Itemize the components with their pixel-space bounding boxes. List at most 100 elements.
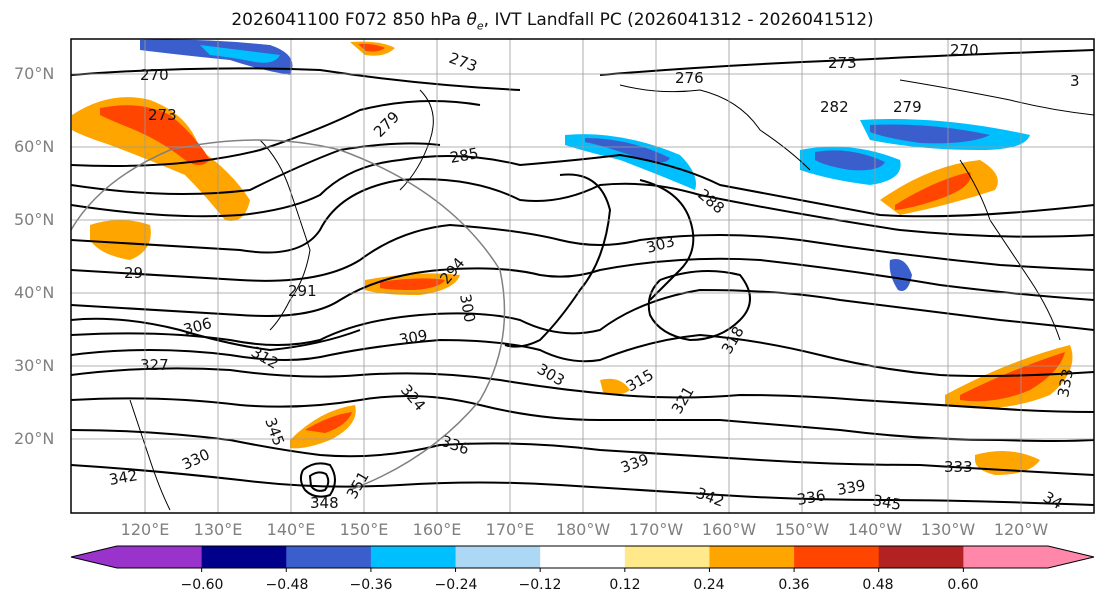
contour-line <box>647 270 751 342</box>
colorbar-segment <box>201 546 287 568</box>
shade-positive <box>100 105 210 165</box>
contour-label: 342 <box>108 466 139 489</box>
ivt-shading <box>72 39 1073 475</box>
colorbar-segment <box>286 546 372 568</box>
contour-label: 29 <box>124 264 143 282</box>
contour-label: 270 <box>950 41 979 59</box>
contour-label: 285 <box>449 144 480 167</box>
distance-ring <box>71 139 506 491</box>
contour-line <box>71 223 1094 282</box>
contour-label: 279 <box>893 98 922 116</box>
lon-label: 140°W <box>847 520 903 539</box>
lat-label-60n: 60°N <box>14 137 55 156</box>
map-background <box>71 39 1094 513</box>
lon-label: 150°W <box>774 520 830 539</box>
colorbar-extension-min <box>71 546 117 568</box>
contour-line <box>71 67 521 91</box>
coastlines <box>129 79 1094 511</box>
colorbar-extension-max <box>1048 546 1094 568</box>
contour-line <box>71 288 1094 346</box>
contour-label: 300 <box>456 293 479 324</box>
shade-negative <box>870 124 990 144</box>
contour-label: 3 <box>1070 72 1080 90</box>
coastline <box>899 79 1094 116</box>
coastline <box>129 399 171 511</box>
contour-label: 333 <box>944 458 973 476</box>
contour-line <box>71 317 361 352</box>
contour-line <box>599 49 1094 76</box>
contour-label: 273 <box>828 54 857 72</box>
contour-line <box>71 395 1094 442</box>
coastline <box>619 84 811 171</box>
shade-negative <box>565 134 696 190</box>
lon-label: 150°E <box>339 520 389 539</box>
contour-label: 336 <box>796 486 827 509</box>
lon-label: 130°E <box>193 520 243 539</box>
colorbar-segment <box>455 546 541 568</box>
colorbar-tick-label: 0.36 <box>778 577 810 593</box>
contour-line <box>71 429 1094 476</box>
lat-label-50n: 50°N <box>14 210 55 229</box>
colorbar-segment <box>117 546 203 568</box>
shade-negative <box>889 259 912 291</box>
lon-label: 130°W <box>920 520 976 539</box>
colorbar-tick-label: 0.48 <box>862 577 894 593</box>
shade-positive <box>358 43 385 52</box>
contour-label: 309 <box>398 326 429 349</box>
coastline <box>959 159 1061 341</box>
contour-label: 273 <box>148 106 177 124</box>
lon-label: 140°E <box>266 520 316 539</box>
colorbar-segments <box>71 546 1094 568</box>
contour-line <box>71 153 1094 218</box>
lat-label-20n: 20°N <box>14 429 55 448</box>
contour-line <box>71 464 1094 506</box>
contour-line <box>71 367 1094 413</box>
contour-line <box>71 100 481 167</box>
contour-label: 282 <box>820 98 849 116</box>
contour-line <box>71 178 1094 254</box>
shade-positive <box>90 220 151 260</box>
contour-label: 333 <box>1054 367 1077 398</box>
colorbar-segment <box>794 546 880 568</box>
shade-positive <box>895 172 971 210</box>
colorbar-tick-label: −0.12 <box>518 577 562 593</box>
colorbar-tick-label: 0.12 <box>609 577 641 593</box>
contour-line <box>308 471 330 492</box>
shade-negative <box>200 45 280 63</box>
contour-label: 345 <box>871 491 902 514</box>
colorbar-segment <box>370 546 457 568</box>
coastline <box>399 89 434 191</box>
figure-title: 2026041100 F072 850 hPa θe, IVT Landfall… <box>231 10 874 33</box>
colorbar-segment <box>709 546 795 568</box>
colorbar-segment <box>540 546 626 568</box>
lon-label: 160°W <box>701 520 757 539</box>
shade-positive <box>600 378 630 395</box>
contour-label: 348 <box>310 494 339 512</box>
lat-label-70n: 70°N <box>14 64 55 83</box>
contour-line <box>71 257 1094 317</box>
colorbar-tick-label: −0.48 <box>265 577 309 593</box>
colorbar-tick-label: −0.36 <box>349 577 393 593</box>
colorbar-tick-label: 0.24 <box>693 577 725 593</box>
shade-negative <box>585 138 670 163</box>
contour-label: 291 <box>288 282 317 300</box>
colorbar-tick-label: −0.60 <box>180 577 224 593</box>
contour-line <box>299 462 336 498</box>
contour-label: 327 <box>140 356 169 374</box>
shade-positive <box>305 412 352 433</box>
colorbar-outline <box>70 545 1095 569</box>
shade-negative <box>815 150 885 171</box>
lon-label: 120°W <box>993 520 1049 539</box>
theta-e-contours <box>71 49 1094 506</box>
gridlines <box>71 39 1094 513</box>
lon-label: 180°W <box>555 520 611 539</box>
contour-label: 270 <box>140 66 169 84</box>
shade-positive <box>380 278 445 290</box>
colorbar-tick-label: −0.24 <box>434 577 478 593</box>
lon-label: 170°W <box>628 520 684 539</box>
lon-label: 170°E <box>485 520 535 539</box>
contour-line <box>504 173 612 348</box>
shade-negative <box>140 39 293 75</box>
colorbar-tick-marks <box>201 568 964 572</box>
